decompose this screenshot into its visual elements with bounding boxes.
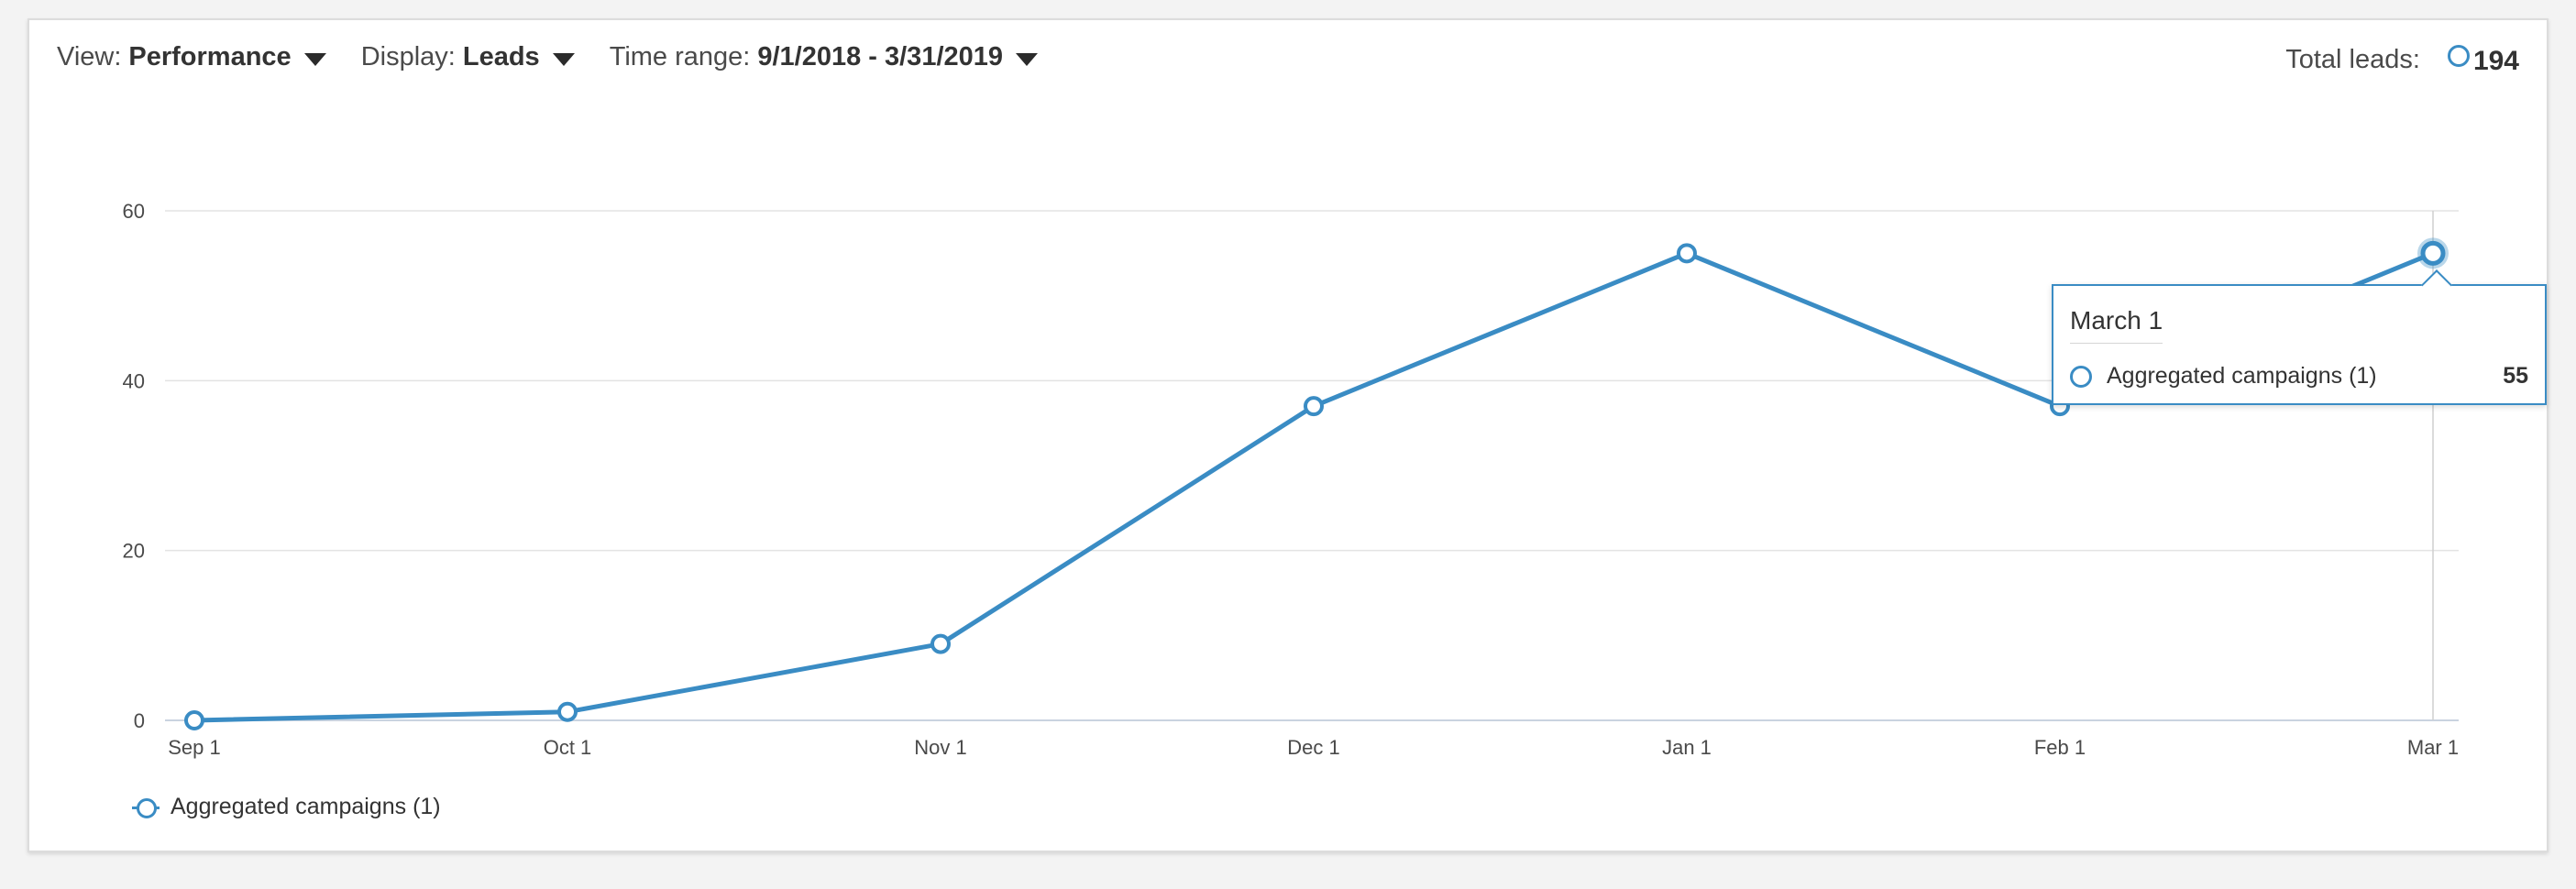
data-point[interactable]: [184, 710, 204, 730]
y-tick-label: 60: [123, 200, 145, 223]
x-axis-ticks: Sep 1 Oct 1 Nov 1 Dec 1 Jan 1 Feb 1 Mar 1: [168, 736, 2459, 759]
y-tick-label: 0: [134, 709, 145, 732]
legend-marker-icon: [132, 796, 160, 818]
x-tick-label: Feb 1: [2034, 736, 2086, 759]
y-tick-label: 40: [123, 369, 145, 392]
chart-legend[interactable]: Aggregated campaigns (1): [132, 794, 441, 820]
total-leads-label: Total leads:: [2285, 44, 2420, 74]
data-points: [184, 237, 2449, 730]
time-range-label: Time range:: [609, 42, 751, 71]
data-point[interactable]: [1304, 396, 1324, 417]
y-tick-label: 20: [123, 540, 145, 563]
y-axis-ticks: 0 20 40 60: [123, 200, 145, 732]
x-tick-label: Jan 1: [1662, 736, 1712, 759]
view-dropdown[interactable]: View: Performance: [57, 42, 326, 72]
data-point[interactable]: [930, 633, 951, 654]
view-value: Performance: [128, 42, 292, 71]
x-tick-label: Mar 1: [2407, 736, 2459, 759]
data-point[interactable]: [1677, 243, 1697, 264]
tooltip-series-name: Aggregated campaigns (1): [2107, 363, 2377, 389]
x-tick-label: Sep 1: [168, 736, 221, 759]
display-dropdown[interactable]: Display: Leads: [361, 42, 575, 72]
time-range-value: 9/1/2018 - 3/31/2019: [757, 42, 1004, 71]
chart-tooltip: March 1 Aggregated campaigns (1) 55: [2052, 269, 2547, 405]
tooltip-value: 55: [2503, 363, 2528, 389]
data-point[interactable]: [2420, 240, 2446, 266]
series-marker-icon: [2070, 365, 2092, 388]
caret-down-icon: [303, 52, 326, 66]
caret-down-icon: [552, 52, 575, 66]
x-tick-label: Oct 1: [544, 736, 592, 759]
display-value: Leads: [462, 42, 540, 71]
total-leads-value: 194: [2472, 46, 2519, 76]
caret-down-icon: [1016, 52, 1039, 66]
x-tick-label: Dec 1: [1287, 736, 1339, 759]
total-leads: Total leads: 194: [2285, 42, 2519, 77]
chart-toolbar: View: Performance Display: Leads Time ra…: [57, 42, 1073, 72]
x-tick-label: Nov 1: [914, 736, 966, 759]
legend-label: Aggregated campaigns (1): [171, 794, 441, 819]
time-range-dropdown[interactable]: Time range: 9/1/2018 - 3/31/2019: [609, 42, 1039, 72]
view-label: View:: [57, 42, 122, 71]
tooltip-date: March 1: [2070, 306, 2163, 344]
data-point[interactable]: [557, 701, 578, 722]
tooltip-row: Aggregated campaigns (1) 55: [2070, 363, 2528, 390]
series-marker-icon: [2447, 45, 2470, 67]
display-label: Display:: [360, 42, 456, 71]
